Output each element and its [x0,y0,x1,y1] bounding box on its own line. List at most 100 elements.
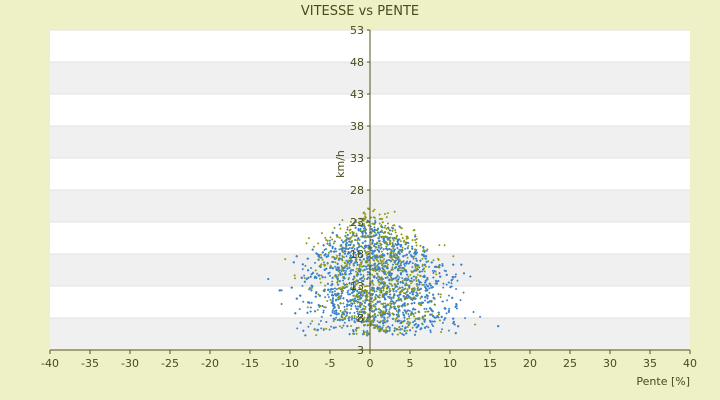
data-point [301,284,304,287]
data-point [398,258,401,261]
data-point [386,222,389,225]
data-point [414,252,417,255]
data-point [336,281,339,284]
data-point [388,270,391,273]
data-point [374,246,377,249]
data-point [346,263,349,266]
data-point [392,224,395,227]
data-point [348,282,351,285]
data-point [353,317,356,320]
data-point [357,295,360,298]
data-point [361,225,364,228]
data-point [388,278,391,281]
data-point [431,269,434,272]
data-point [303,277,306,280]
data-point [359,294,362,297]
data-point [366,273,369,276]
data-point [356,319,359,322]
data-point [327,251,330,254]
data-point [342,246,345,249]
data-point [355,270,358,273]
data-point [345,246,348,249]
data-point [375,277,378,280]
x-tick-label: -30 [121,357,139,370]
data-point [310,301,313,304]
data-point [338,318,341,321]
data-point [350,220,353,223]
data-point [396,282,399,285]
data-point [313,276,316,279]
data-point [423,307,426,310]
data-point [296,327,299,330]
data-point [348,333,351,336]
data-point [386,303,389,306]
data-point [447,294,450,297]
data-point [358,243,361,246]
data-point [372,326,375,329]
data-point [386,249,389,252]
data-point [426,310,429,313]
data-point [343,266,346,269]
data-point [322,244,325,247]
data-point [424,310,427,313]
data-point [333,312,336,315]
data-point [389,302,392,305]
data-point [390,251,393,254]
data-point [392,239,395,242]
data-point [405,237,408,240]
data-point [392,252,395,255]
data-point [363,285,366,288]
data-point [441,300,444,303]
data-point [321,258,324,261]
data-point [448,307,451,310]
data-point [337,257,340,260]
data-point [422,275,425,278]
data-point [343,316,346,319]
data-point [396,246,399,249]
data-point [415,249,418,252]
data-point [331,238,334,241]
data-point [335,256,338,259]
data-point [376,327,379,330]
data-point [355,293,358,296]
data-point [434,303,437,306]
data-point [416,294,419,297]
data-point [340,294,343,297]
data-point [298,308,301,311]
data-point [403,319,406,322]
data-point [333,318,336,321]
data-point [399,272,402,275]
data-point [351,315,354,318]
data-point [396,274,399,277]
data-point [397,250,400,253]
data-point [341,219,344,222]
data-point [322,327,325,330]
data-point [378,268,381,271]
data-point [401,270,404,273]
data-point [356,239,359,242]
data-point [358,265,361,268]
data-point [392,317,395,320]
data-point [360,276,363,279]
data-point [403,298,406,301]
data-point [361,313,364,316]
data-point [453,323,456,326]
data-point [318,294,321,297]
data-point [365,254,368,257]
data-point [389,229,392,232]
data-point [373,314,376,317]
data-point [349,237,352,240]
data-point [394,320,397,323]
data-point [409,296,412,299]
data-point [435,282,438,285]
data-point [378,270,381,273]
data-point [354,239,357,242]
data-point [393,261,396,264]
data-point [349,240,352,243]
data-point [325,248,328,251]
data-point [353,320,356,323]
data-point [372,267,375,270]
data-point [357,221,360,224]
data-point [353,276,356,279]
data-point [319,305,322,308]
